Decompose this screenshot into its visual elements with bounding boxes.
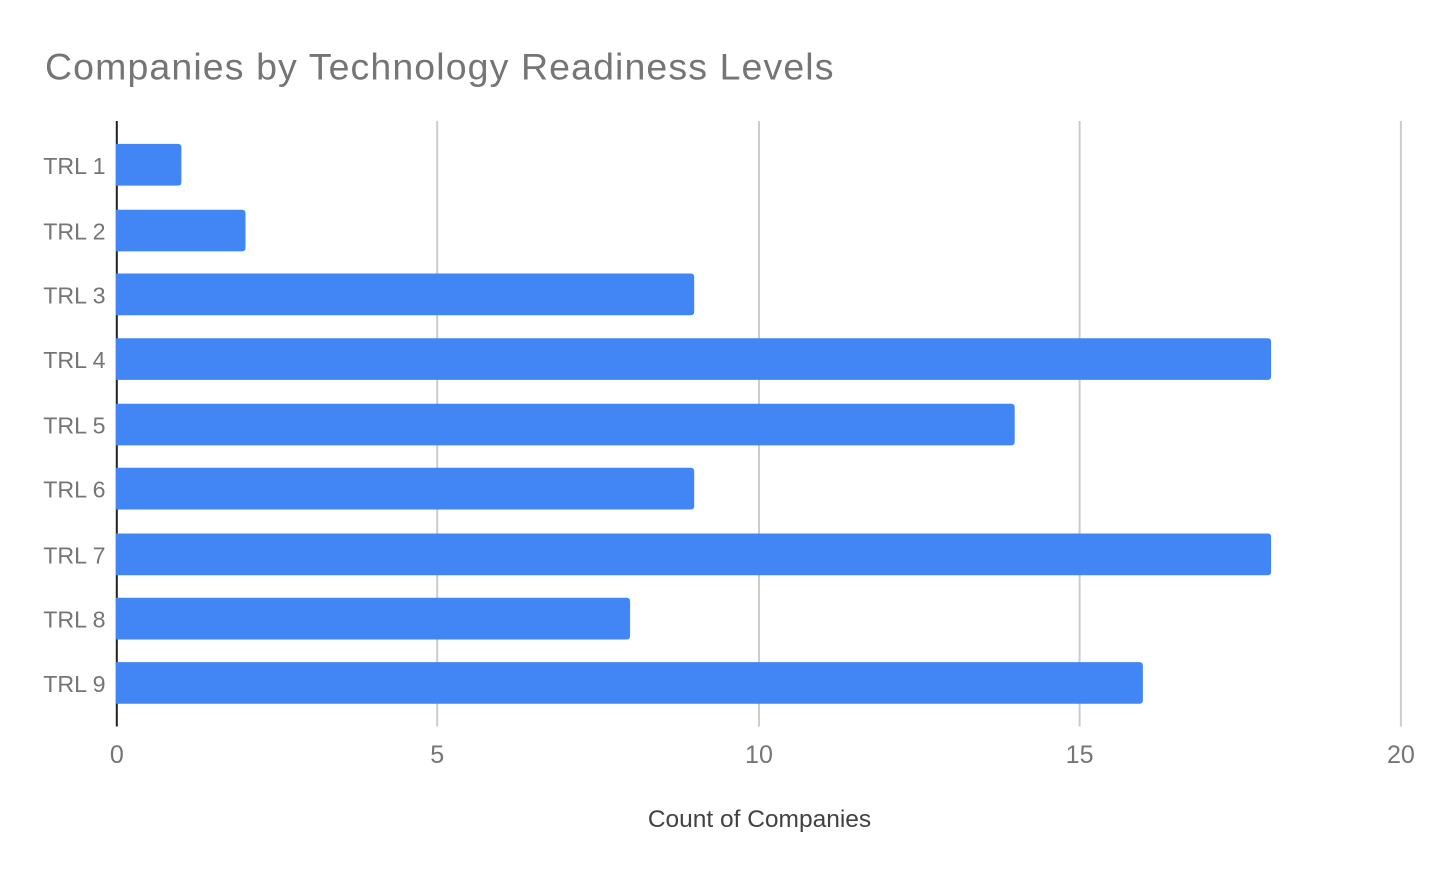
- svg-text:TRL 5: TRL 5: [43, 413, 105, 439]
- svg-text:TRL 8: TRL 8: [43, 607, 105, 633]
- svg-text:5: 5: [430, 741, 444, 769]
- svg-text:15: 15: [1066, 741, 1094, 769]
- svg-text:TRL 9: TRL 9: [43, 671, 105, 697]
- svg-text:TRL 1: TRL 1: [43, 153, 105, 179]
- svg-text:20: 20: [1387, 741, 1415, 769]
- svg-text:Companies by Technology Readin: Companies by Technology Readiness Levels: [45, 46, 835, 88]
- svg-text:TRL 6: TRL 6: [43, 477, 105, 503]
- svg-text:TRL 4: TRL 4: [43, 347, 105, 373]
- svg-text:0: 0: [110, 741, 124, 769]
- svg-text:Count of Companies: Count of Companies: [648, 806, 871, 833]
- svg-text:10: 10: [745, 741, 773, 769]
- svg-text:TRL 3: TRL 3: [43, 282, 105, 308]
- svg-text:TRL 2: TRL 2: [43, 219, 105, 245]
- svg-text:TRL 7: TRL 7: [43, 542, 105, 568]
